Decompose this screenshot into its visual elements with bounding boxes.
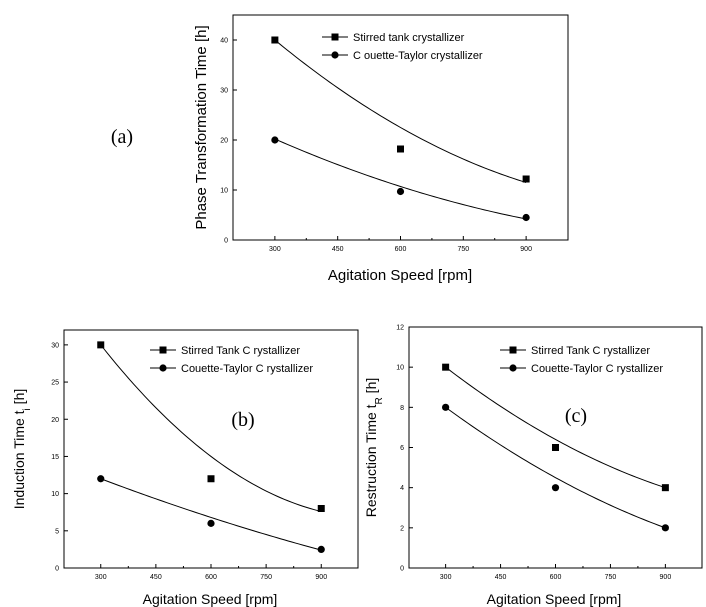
series-fit-line bbox=[274, 39, 527, 183]
x-tick-label: 600 bbox=[205, 574, 217, 581]
legend-marker-square bbox=[331, 33, 339, 41]
y-axis-title: Restruction Time tR [h] bbox=[363, 378, 385, 518]
y-tick-label: 10 bbox=[396, 365, 404, 372]
x-tick-label: 300 bbox=[440, 574, 452, 581]
legend-label: Stirred tank crystallizer bbox=[353, 32, 465, 44]
x-tick-label: 300 bbox=[269, 246, 281, 253]
y-tick-label: 20 bbox=[220, 138, 228, 145]
x-tick-label: 900 bbox=[315, 574, 327, 581]
y-axis-title-main: Phase Transformation Time [h] bbox=[193, 25, 210, 229]
data-point-circle bbox=[396, 187, 405, 196]
data-point-square bbox=[442, 363, 450, 371]
y-tick-label: 5 bbox=[55, 528, 59, 535]
x-tick-label: 300 bbox=[95, 574, 107, 581]
legend-marker-circle bbox=[331, 51, 339, 59]
data-point-square bbox=[661, 484, 669, 492]
data-point-square bbox=[271, 36, 279, 44]
panel-label: (a) bbox=[111, 126, 133, 148]
y-tick-label: 30 bbox=[220, 88, 228, 95]
legend-label: Stirred Tank C rystallizer bbox=[181, 345, 300, 357]
legend-marker-square bbox=[159, 346, 167, 354]
chart-a: 300 450 600 750 900 0 10 20 30 40 Agitation Speed … bbox=[111, 14, 569, 284]
legend-label: Couette-Taylor C rystallizer bbox=[181, 363, 313, 375]
legend-label: C ouette-Taylor crystallizer bbox=[353, 50, 483, 62]
x-tick-label: 450 bbox=[150, 574, 162, 581]
data-point-circle bbox=[551, 484, 560, 492]
y-tick-label: 0 bbox=[224, 238, 228, 245]
data-point-square bbox=[207, 475, 215, 483]
legend-marker-circle bbox=[159, 364, 167, 372]
x-tick-label: 750 bbox=[260, 574, 272, 581]
y-axis-title-subscript: R bbox=[374, 397, 385, 404]
legend-marker-circle bbox=[509, 364, 517, 372]
y-tick-label: 8 bbox=[400, 405, 404, 412]
data-point-circle bbox=[97, 475, 105, 483]
series-fit-line bbox=[100, 344, 322, 512]
y-tick-label: 10 bbox=[220, 188, 228, 195]
y-tick-label: 0 bbox=[55, 566, 59, 573]
data-point-circle bbox=[207, 519, 215, 527]
panel-label: (c) bbox=[565, 405, 587, 427]
legend-label: Stirred Tank C rystallizer bbox=[531, 345, 650, 357]
y-tick-label: 30 bbox=[51, 342, 59, 349]
y-tick-label: 40 bbox=[220, 38, 228, 45]
data-point-circle bbox=[661, 524, 669, 532]
y-tick-label: 6 bbox=[400, 445, 404, 452]
series-fit-line bbox=[445, 406, 666, 529]
y-axis-title-main: Induction Time t bbox=[11, 410, 27, 509]
y-tick-label: 25 bbox=[51, 380, 59, 387]
panel-label: (b) bbox=[231, 409, 254, 431]
series-fit-line bbox=[100, 478, 322, 551]
x-axis-title: Agitation Speed [rpm] bbox=[487, 591, 622, 607]
x-tick-label: 900 bbox=[660, 574, 672, 581]
legend-marker-square bbox=[509, 346, 517, 354]
y-tick-label: 10 bbox=[51, 491, 59, 498]
series-fit-line bbox=[445, 366, 666, 489]
y-axis-title-unit: [h] bbox=[11, 389, 27, 408]
y-tick-label: 12 bbox=[396, 325, 404, 332]
data-point-square bbox=[552, 444, 559, 451]
data-point-square bbox=[522, 175, 530, 183]
y-tick-label: 0 bbox=[400, 566, 404, 573]
y-tick-label: 20 bbox=[51, 417, 59, 424]
series-fit-line bbox=[274, 138, 527, 220]
y-tick-label: 4 bbox=[400, 485, 404, 492]
x-tick-label: 450 bbox=[495, 574, 507, 581]
x-tick-label: 600 bbox=[550, 574, 562, 581]
data-point-circle bbox=[317, 545, 325, 554]
x-tick-label: 600 bbox=[395, 246, 407, 253]
data-point-square bbox=[97, 341, 105, 349]
x-axis-title: Agitation Speed [rpm] bbox=[143, 591, 278, 607]
y-axis-title: Phase Transformation Time [h] bbox=[193, 25, 210, 229]
y-axis-title-subscript: i bbox=[22, 408, 33, 410]
data-point-circle bbox=[522, 213, 530, 222]
x-tick-label: 450 bbox=[332, 246, 344, 253]
data-point-square bbox=[317, 505, 325, 512]
data-point-circle bbox=[271, 136, 279, 144]
chart-b: 300 450 600 750 900 0 5 10 15 20 25 30 Agitation Spe… bbox=[11, 329, 359, 607]
x-tick-label: 900 bbox=[520, 246, 532, 253]
data-point-square bbox=[397, 145, 404, 153]
y-axis-title: Induction Time ti [h] bbox=[11, 389, 33, 510]
legend-label: Couette-Taylor C rystallizer bbox=[531, 363, 663, 375]
y-axis-title-main: Restruction Time t bbox=[363, 404, 379, 517]
x-tick-label: 750 bbox=[457, 246, 469, 253]
x-tick-label: 750 bbox=[605, 574, 617, 581]
y-tick-label: 2 bbox=[400, 525, 404, 532]
y-tick-label: 15 bbox=[51, 454, 59, 461]
x-axis-title: Agitation Speed [rpm] bbox=[328, 267, 472, 284]
chart-c: 300 450 600 750 900 0 2 4 6 8 10 12 Agitation Speed … bbox=[363, 325, 703, 607]
data-point-circle bbox=[442, 403, 450, 411]
y-axis-title-unit: [h] bbox=[363, 378, 379, 397]
